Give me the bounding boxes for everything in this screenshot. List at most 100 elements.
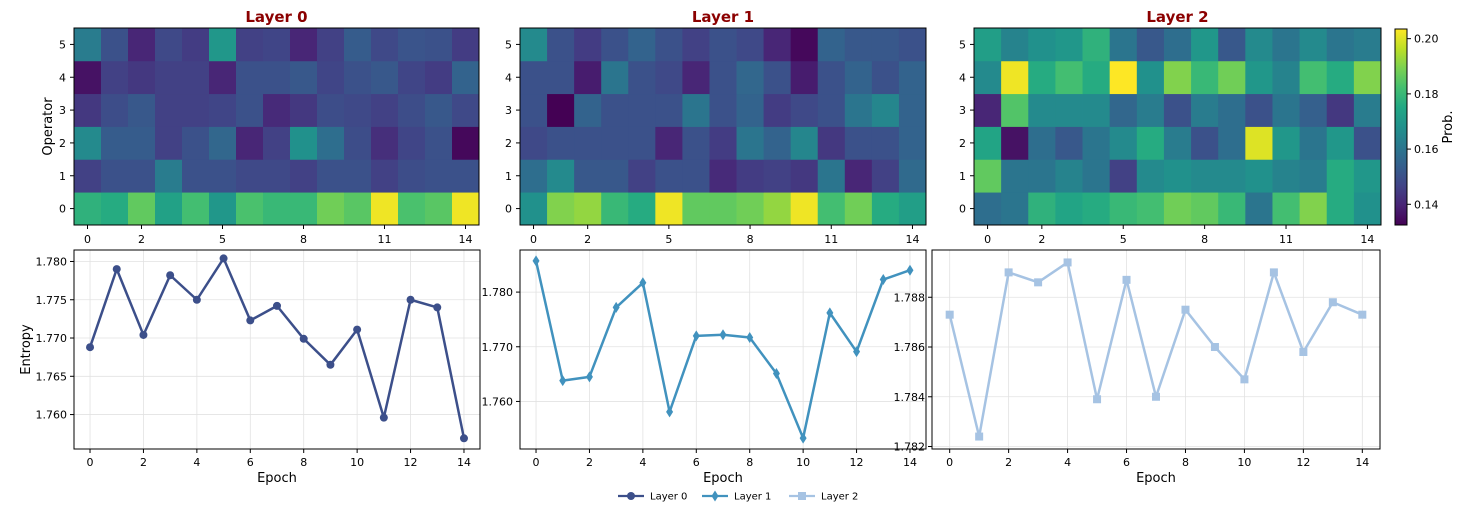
y-tick-label: 1.770: [482, 341, 514, 354]
heatmap-cell: [628, 60, 656, 95]
heatmap-cell: [74, 126, 102, 160]
heatmap-cell: [871, 60, 900, 95]
heatmap-cell: [101, 192, 129, 226]
heatmap-cell: [682, 192, 710, 226]
heatmap-cell: [398, 192, 426, 226]
series-line: [534, 260, 911, 440]
heatmap-cell: [1082, 28, 1111, 62]
heatmap-cell: [290, 60, 318, 95]
heatmap-cell: [763, 126, 792, 160]
heatmap-cell: [1001, 159, 1029, 193]
y-tick-label: 3: [959, 104, 966, 117]
heatmap-cell: [1028, 60, 1056, 95]
x-tick-label: 6: [1123, 456, 1130, 469]
heatmap-cell: [1245, 192, 1273, 226]
data-point: [559, 375, 567, 387]
heatmap-cell: [236, 93, 264, 127]
heatmap-cell: [1001, 126, 1029, 160]
y-tick-label: 4: [505, 71, 512, 84]
heatmap-cell: [101, 126, 129, 160]
heatmap-cell: [628, 126, 656, 160]
heatmap-cell: [317, 60, 345, 95]
heatmap-cell: [317, 192, 345, 226]
heatmap-cell: [128, 28, 156, 62]
heatmap-cell: [155, 60, 183, 95]
heatmap-cell: [898, 159, 927, 193]
y-tick-label: 1.784: [894, 391, 926, 404]
heatmap-cell: [1028, 159, 1056, 193]
y-tick-label: 1.788: [894, 291, 926, 304]
heatmap-cell: [520, 60, 548, 95]
line-chart-0: 0 2 4 6 8 10 12 14 1.760 1.765 1.770 1.775 1.780 Epoc…: [19, 249, 481, 486]
heatmap-cell: [209, 126, 237, 160]
y-tick-label: 2: [959, 137, 966, 150]
heatmap-cell: [1163, 28, 1192, 62]
heatmap-cell: [1191, 60, 1219, 95]
data-point: [798, 492, 806, 500]
heatmap-frame: [973, 27, 1382, 226]
heatmap-cell: [574, 126, 602, 160]
heatmap-cell: [763, 93, 792, 127]
heatmap-cell: [344, 93, 372, 127]
heatmap-cell: [709, 126, 737, 160]
x-tick-label: 12: [1296, 456, 1310, 469]
heatmap-cell: [682, 28, 710, 62]
x-tick-label: 8: [300, 233, 307, 246]
heatmap-cell: [520, 192, 548, 226]
heatmap-cell: [1082, 192, 1111, 226]
y-tick-label: 5: [505, 38, 512, 51]
heatmap-cell: [1055, 192, 1083, 226]
heatmap-cell: [1191, 28, 1219, 62]
heatmap-cell: [101, 60, 129, 95]
heatmap-cell: [574, 60, 602, 95]
heatmap-cell: [655, 60, 683, 95]
heatmap-cell: [1218, 28, 1246, 62]
heatmap-cell: [1272, 126, 1300, 160]
heatmap-cell: [547, 93, 575, 127]
heatmap-cell: [1245, 126, 1273, 160]
heatmap-cell: [974, 28, 1002, 62]
heatmap-cell: [1245, 28, 1273, 62]
y-tick-label: 1.775: [36, 294, 68, 307]
heatmap-cell: [1028, 192, 1056, 226]
heatmap-cell: [1191, 159, 1219, 193]
heatmap-cell: [425, 192, 453, 226]
heatmap-cell: [317, 159, 345, 193]
heatmap-cell: [974, 159, 1002, 193]
plot-frame: [931, 249, 1381, 450]
heatmap-cell: [1055, 28, 1083, 62]
heatmap-cell: [398, 126, 426, 160]
data-point: [219, 254, 228, 263]
heatmap-cell: [74, 93, 102, 127]
heatmap-cell: [128, 60, 156, 95]
heatmap-cell: [1299, 28, 1328, 62]
x-tick-label: 5: [1120, 233, 1127, 246]
heatmap-cell: [871, 192, 900, 226]
heatmap-cell: [1218, 192, 1246, 226]
x-tick-label: 14: [457, 456, 471, 469]
heatmap-cell: [898, 93, 927, 127]
data-point: [612, 301, 620, 313]
heatmap-cell: [425, 28, 453, 62]
heatmap-cell: [101, 93, 129, 127]
x-tick-label: 10: [796, 456, 810, 469]
data-point: [139, 330, 148, 339]
heatmap-cell: [1326, 159, 1355, 193]
heatmap-cell: [1082, 60, 1111, 95]
heatmap-cell: [1245, 159, 1273, 193]
data-point: [585, 371, 593, 383]
heatmap-cell: [236, 126, 264, 160]
data-point: [1299, 347, 1308, 356]
data-point: [711, 490, 719, 502]
heatmap-cell: [290, 126, 318, 160]
heatmap-cell: [155, 93, 183, 127]
heatmap-cell: [898, 28, 927, 62]
data-point: [945, 310, 954, 319]
heatmap-cell: [1353, 126, 1382, 160]
heatmap-cell: [1191, 192, 1219, 226]
legend-label: Layer 0: [650, 492, 687, 503]
y-tick-label: 0: [505, 203, 512, 216]
data-point: [975, 432, 984, 441]
heatmap-cell: [1299, 159, 1328, 193]
